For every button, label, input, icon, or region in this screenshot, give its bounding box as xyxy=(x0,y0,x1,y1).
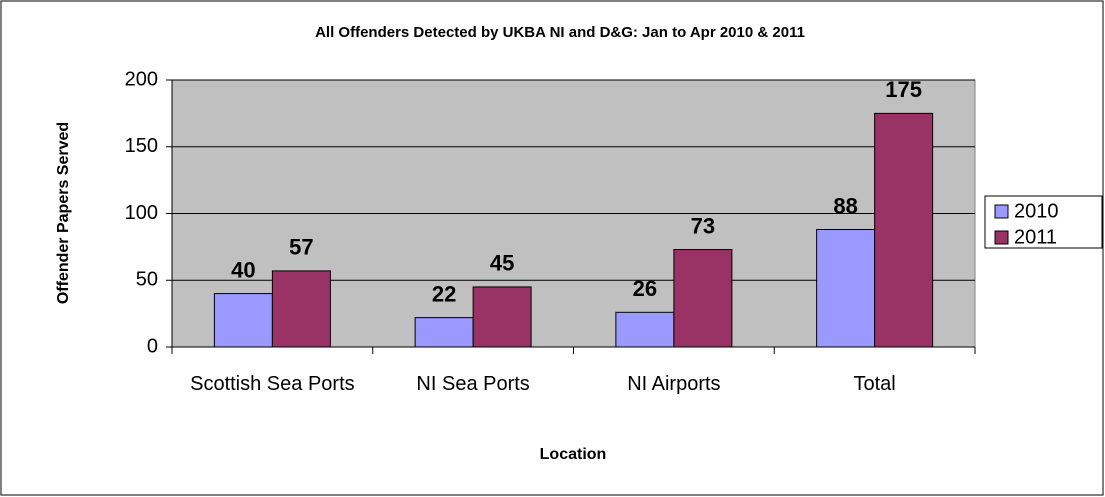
data-label: 175 xyxy=(885,77,922,102)
data-label: 73 xyxy=(691,213,715,238)
x-tick-label: NI Sea Ports xyxy=(416,373,530,395)
bar xyxy=(271,270,331,348)
x-tick-label: Scottish Sea Ports xyxy=(190,373,355,395)
y-tick-label: 50 xyxy=(136,269,158,291)
y-tick-label: 0 xyxy=(147,335,158,357)
legend-swatch xyxy=(994,204,1009,219)
data-label: 40 xyxy=(231,257,255,282)
bar xyxy=(213,293,273,348)
bar xyxy=(615,311,675,348)
data-label: 57 xyxy=(289,235,313,260)
chart-title: All Offenders Detected by UKBA NI and D&… xyxy=(315,24,805,41)
bar xyxy=(414,317,474,348)
legend-swatch xyxy=(994,230,1009,245)
legend-label: 2010 xyxy=(1014,200,1059,222)
y-tick-label: 100 xyxy=(125,202,158,224)
bar xyxy=(816,229,876,348)
y-axis-title: Offender Papers Served xyxy=(55,122,72,304)
x-tick-label: Total xyxy=(853,373,896,395)
x-axis-title: Location xyxy=(540,446,607,463)
data-label: 26 xyxy=(633,276,657,301)
bar xyxy=(472,286,532,348)
bar xyxy=(673,249,733,348)
data-label: 22 xyxy=(432,281,456,306)
data-label: 45 xyxy=(490,251,514,276)
y-tick-label: 150 xyxy=(125,135,158,157)
x-tick-label: NI Airports xyxy=(627,373,721,395)
y-tick-label: 200 xyxy=(125,68,158,90)
legend-label: 2011 xyxy=(1014,226,1057,248)
data-label: 88 xyxy=(833,193,857,218)
bar xyxy=(874,112,934,348)
